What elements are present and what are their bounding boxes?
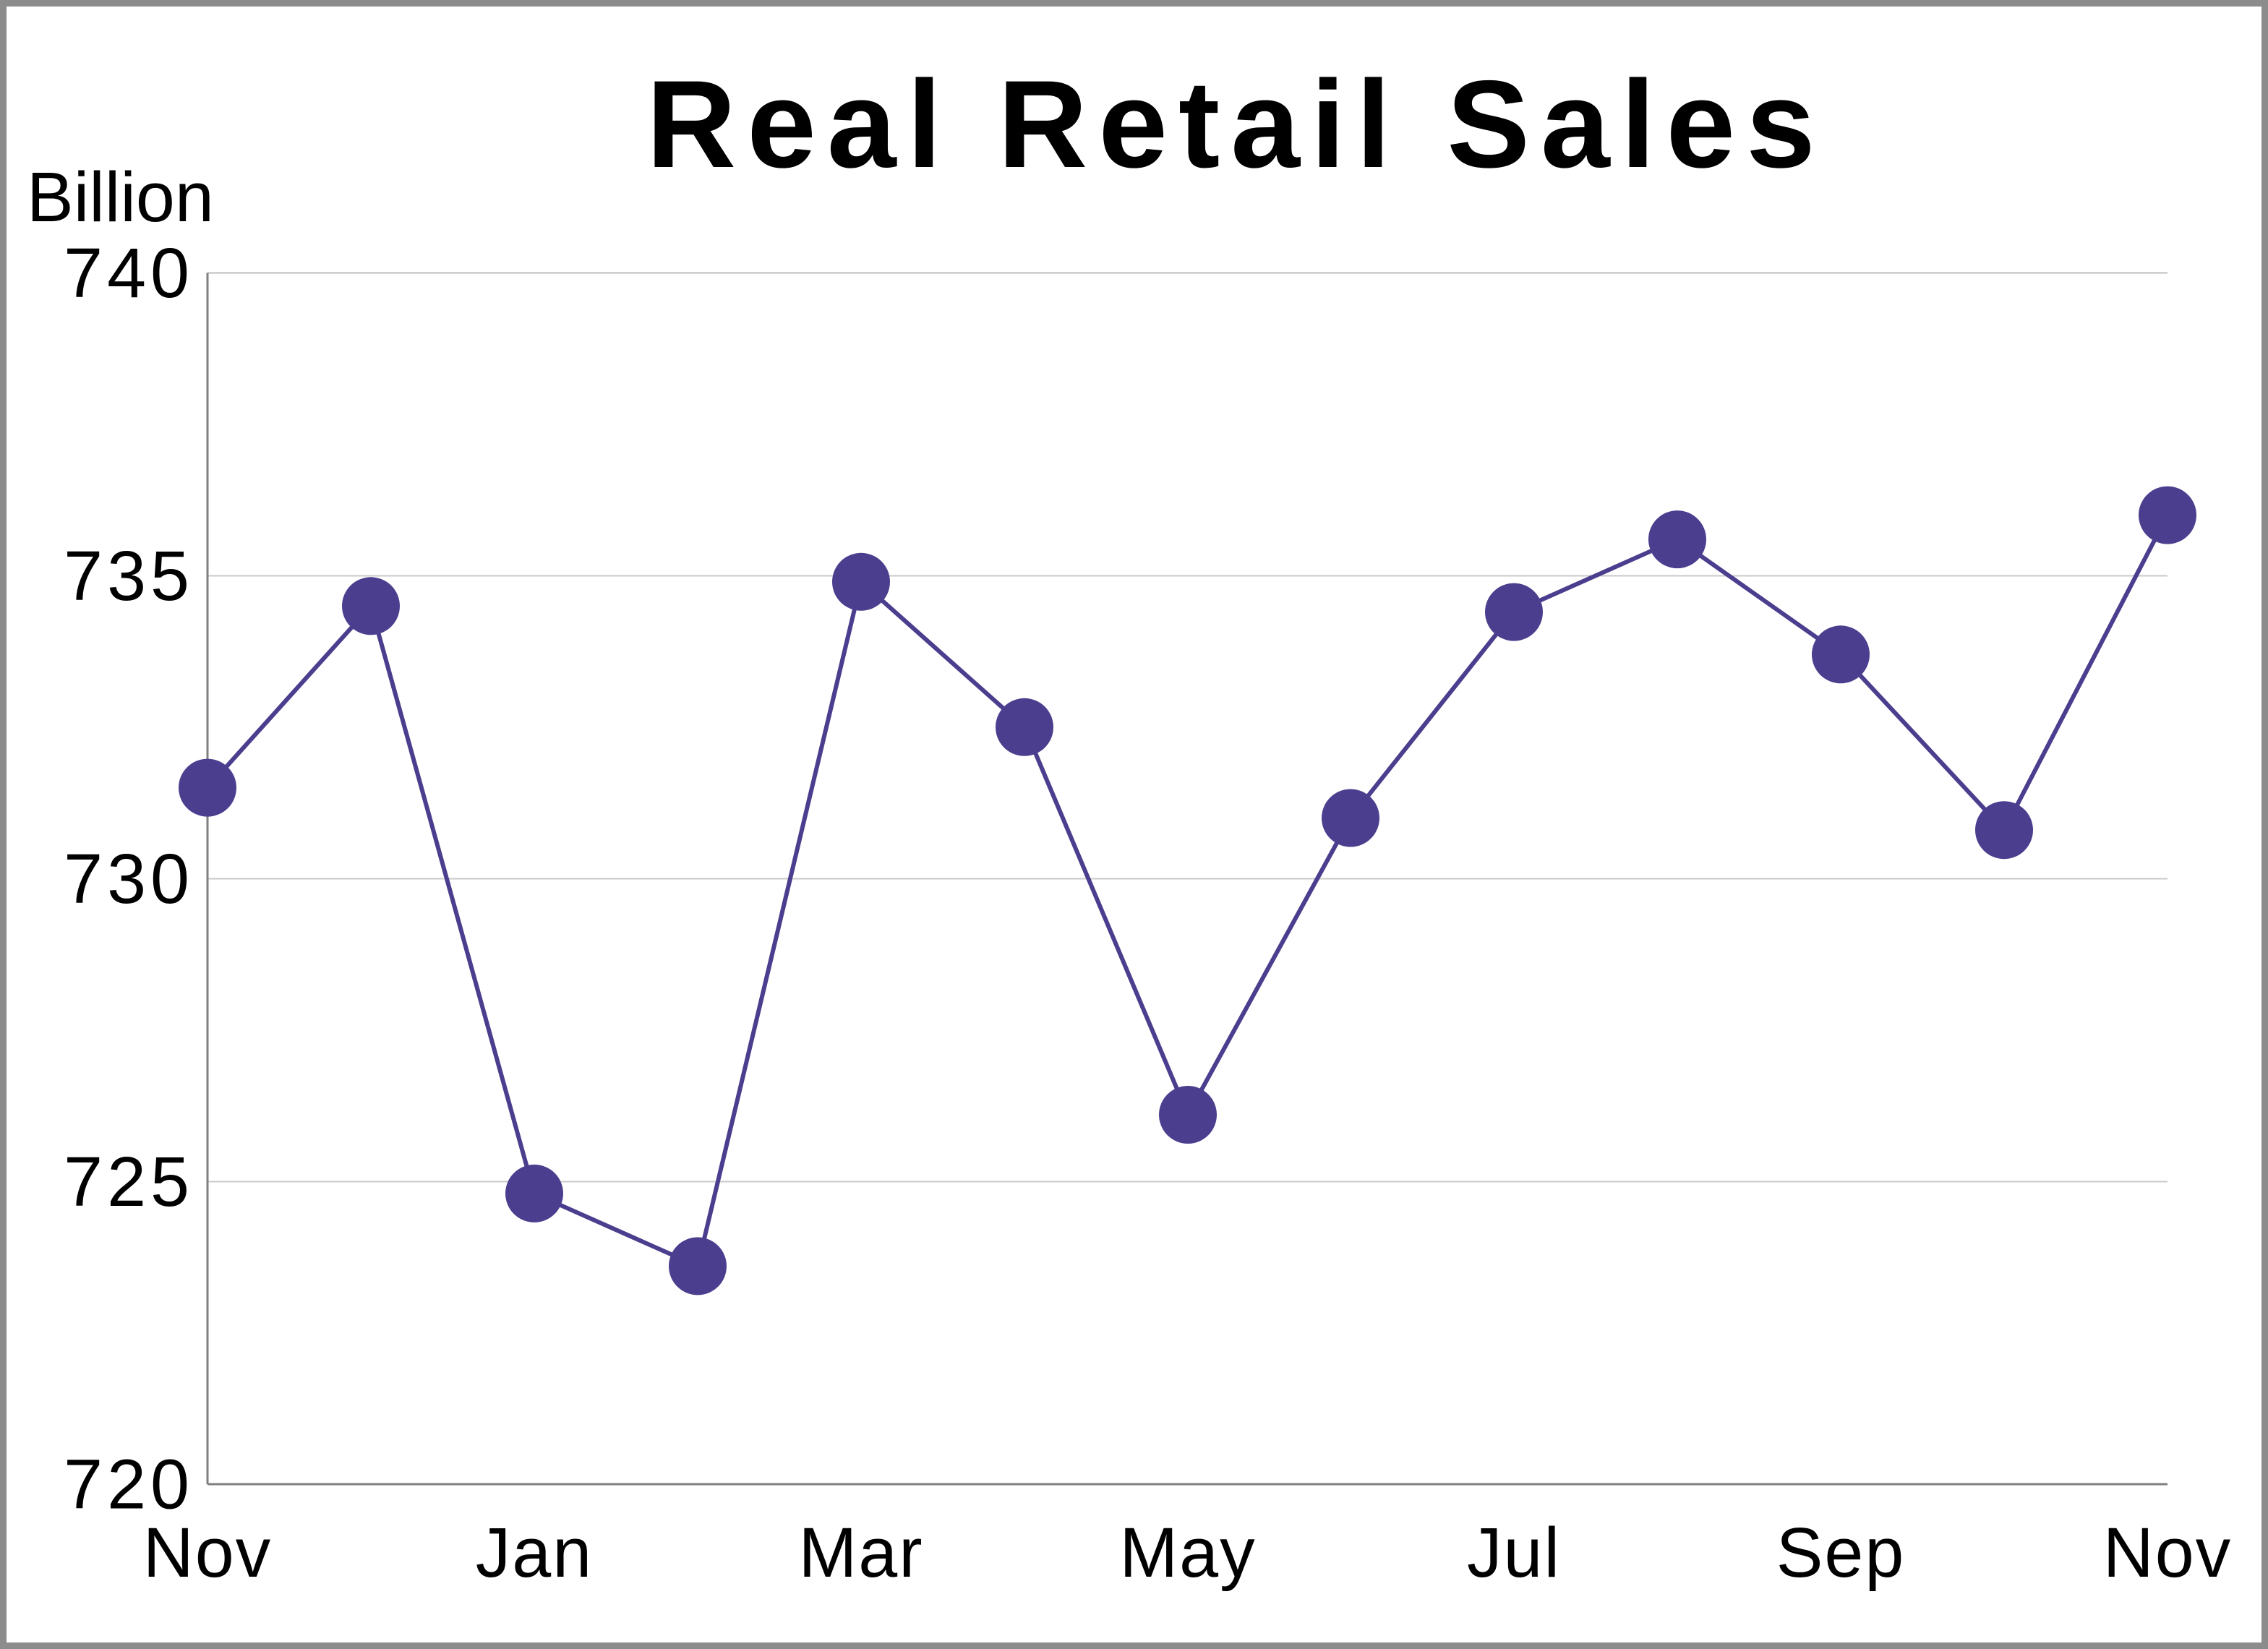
svg-text:740: 740 xyxy=(64,234,194,312)
svg-text:725: 725 xyxy=(64,1142,194,1221)
svg-text:720: 720 xyxy=(64,1445,194,1524)
svg-text:May: May xyxy=(1119,1513,1256,1592)
svg-text:730: 730 xyxy=(64,839,194,918)
svg-text:Jan: Jan xyxy=(476,1513,593,1592)
svg-text:Sep: Sep xyxy=(1776,1513,1906,1592)
svg-text:Nov: Nov xyxy=(143,1513,273,1592)
svg-text:Mar: Mar xyxy=(798,1513,923,1592)
svg-text:Jul: Jul xyxy=(1467,1513,1561,1592)
svg-text:735: 735 xyxy=(64,536,194,615)
svg-text:Nov: Nov xyxy=(2103,1513,2233,1592)
